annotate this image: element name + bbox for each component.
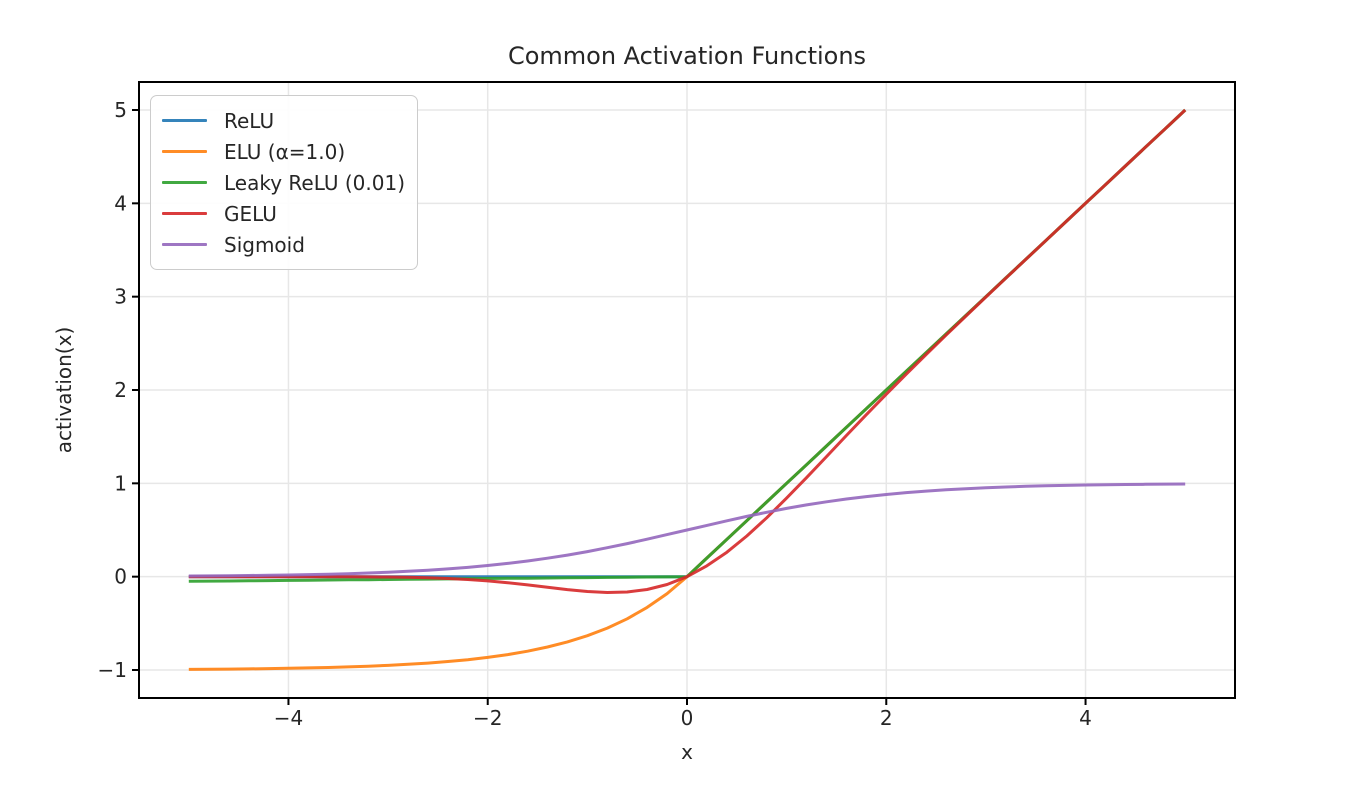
legend-line-swatch xyxy=(162,150,207,153)
x-tick-label: 0 xyxy=(681,706,694,730)
series-line-gelu xyxy=(188,108,1187,594)
y-tick-label: 4 xyxy=(114,191,127,215)
legend-line-swatch xyxy=(162,181,207,184)
legend-item-relu: ReLU xyxy=(162,105,405,136)
legend-label: Sigmoid xyxy=(224,232,305,257)
series-line-sigmoid xyxy=(188,482,1186,578)
y-tick-label: 1 xyxy=(114,471,127,495)
chart-title: Common Activation Functions xyxy=(507,42,867,70)
legend: ReLU ELU (α=1.0) Leaky ReLU (0.01) GELU … xyxy=(150,95,418,270)
legend-line-swatch xyxy=(162,212,207,215)
legend-label: GELU xyxy=(224,201,277,226)
legend-label: Leaky ReLU (0.01) xyxy=(224,170,405,195)
y-tick-label: 3 xyxy=(114,285,127,309)
legend-item-elu: ELU (α=1.0) xyxy=(162,136,405,167)
x-tick-label: −2 xyxy=(473,706,502,730)
x-tick-label: −4 xyxy=(274,706,303,730)
y-tick-label: 5 xyxy=(114,98,127,122)
x-tick-label: 4 xyxy=(1079,706,1092,730)
legend-label: ReLU xyxy=(224,108,275,133)
legend-line-swatch xyxy=(162,119,207,122)
legend-line-swatch xyxy=(162,243,207,246)
y-tick-label: −1 xyxy=(98,658,127,682)
y-tick-label: 2 xyxy=(114,378,127,402)
x-tick-label: 2 xyxy=(880,706,893,730)
legend-item-sigmoid: Sigmoid xyxy=(162,229,405,260)
legend-item-gelu: GELU xyxy=(162,198,405,229)
legend-item-leaky-relu: Leaky ReLU (0.01) xyxy=(162,167,405,198)
y-axis-label: activation(x) xyxy=(52,326,76,454)
legend-label: ELU (α=1.0) xyxy=(224,139,346,164)
y-tick-label: 0 xyxy=(114,565,127,589)
x-axis-label: x xyxy=(681,740,693,764)
